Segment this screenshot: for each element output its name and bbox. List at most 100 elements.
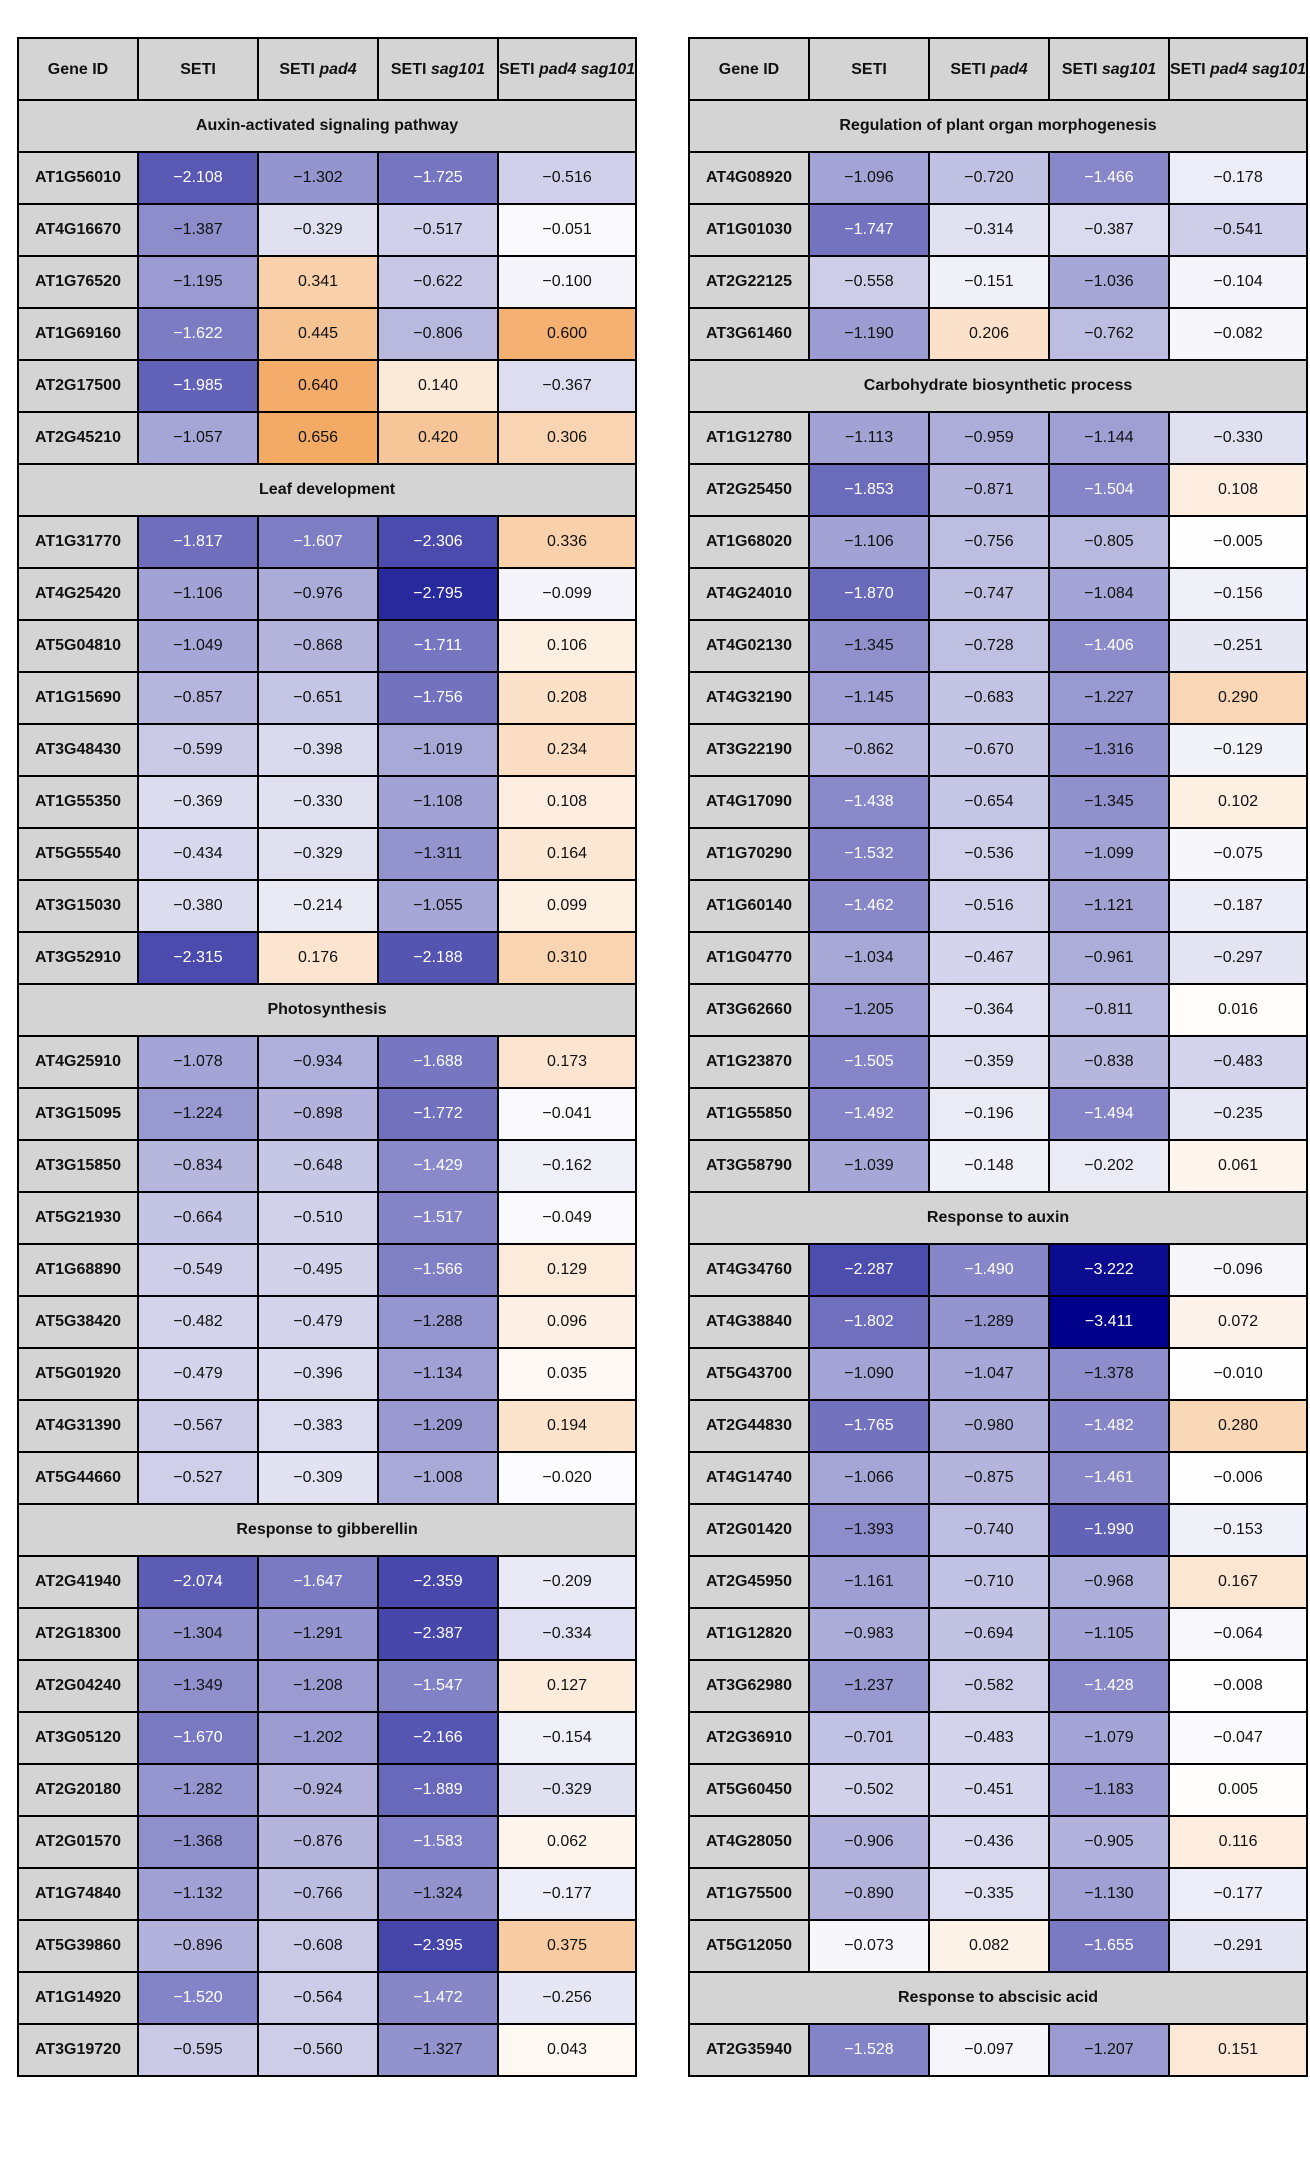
heatmap-cell: −0.720: [928, 151, 1050, 205]
table-row: AT3G15030 −0.380 −0.214 −1.055 0.099: [17, 879, 638, 933]
heatmap-cell: −1.078: [137, 1035, 259, 1089]
heatmap-cell: −1.378: [1048, 1347, 1170, 1401]
heatmap-cell: −1.208: [257, 1659, 379, 1713]
table-row: AT5G55540 −0.434 −0.329 −1.311 0.164: [17, 827, 638, 881]
heatmap-cell: −1.472: [377, 1971, 499, 2025]
table-row: AT2G44830 −1.765 −0.980 −1.482 0.280: [688, 1399, 1309, 1453]
table-row: AT1G74840 −1.132 −0.766 −1.324 −0.177: [17, 1867, 638, 1921]
heatmap-cell: −1.099: [1048, 827, 1170, 881]
gene-id-cell: AT1G31770: [17, 515, 139, 569]
column-header: SETI: [137, 37, 259, 101]
heatmap-cell: −0.582: [928, 1659, 1050, 1713]
heatmap-cell: 0.341: [257, 255, 379, 309]
gene-id-cell: AT2G41940: [17, 1555, 139, 1609]
heatmap-cell: −0.564: [257, 1971, 379, 2025]
gene-id-cell: AT1G01030: [688, 203, 810, 257]
heatmap-cell: 0.035: [496, 1347, 638, 1401]
heatmap-cell: −1.532: [808, 827, 930, 881]
heatmap-cell: −1.008: [377, 1451, 499, 1505]
heatmap-cell: −0.483: [1167, 1035, 1309, 1089]
heatmap-cell: 0.290: [1167, 671, 1309, 725]
heatmap-cell: −1.237: [808, 1659, 930, 1713]
heatmap-cell: −2.306: [377, 515, 499, 569]
heatmap-cell: −0.766: [257, 1867, 379, 1921]
table-row: AT1G68020 −1.106 −0.756 −0.805 −0.005: [688, 515, 1309, 569]
gene-id-cell: AT2G01420: [688, 1503, 810, 1557]
heatmap-cell: 0.420: [377, 411, 499, 465]
heatmap-cell: −0.049: [496, 1191, 638, 1245]
heatmap-cell: −0.595: [137, 2023, 259, 2077]
heatmap-cell: −0.364: [928, 983, 1050, 1037]
heatmap-cell: −0.153: [1167, 1503, 1309, 1557]
heatmap-cell: −1.202: [257, 1711, 379, 1765]
table-row: AT2G45950 −1.161 −0.710 −0.968 0.167: [688, 1555, 1309, 1609]
heatmap-cell: −0.517: [377, 203, 499, 257]
heatmap-cell: 0.151: [1167, 2023, 1309, 2077]
gene-id-cell: AT5G38420: [17, 1295, 139, 1349]
gene-id-cell: AT2G22125: [688, 255, 810, 309]
table-row: AT3G62980 −1.237 −0.582 −1.428 −0.008: [688, 1659, 1309, 1713]
heatmap-cell: −0.502: [808, 1763, 930, 1817]
heatmap-cell: −0.051: [496, 203, 638, 257]
heatmap-cell: 0.445: [257, 307, 379, 361]
heatmap-cell: −1.055: [377, 879, 499, 933]
heatmap-cell: −2.395: [377, 1919, 499, 1973]
gene-id-cell: AT5G55540: [17, 827, 139, 881]
heatmap-cell: −1.130: [1048, 1867, 1170, 1921]
heatmap-cell: −0.670: [928, 723, 1050, 777]
heatmap-cell: −0.291: [1167, 1919, 1309, 1973]
heatmap-cell: −1.105: [1048, 1607, 1170, 1661]
table-row: AT2G01420 −1.393 −0.740 −1.990 −0.153: [688, 1503, 1309, 1557]
gene-id-cell: AT5G44660: [17, 1451, 139, 1505]
table-row: AT1G23870 −1.505 −0.359 −0.838 −0.483: [688, 1035, 1309, 1089]
column-header-genotype: sag101: [1101, 60, 1157, 78]
heatmap-cell: −0.297: [1167, 931, 1309, 985]
gene-id-cell: AT4G02130: [688, 619, 810, 673]
heatmap-cell: −2.387: [377, 1607, 499, 1661]
table-row: AT2G35940 −1.528 −0.097 −1.207 0.151: [688, 2023, 1309, 2077]
heatmap-cell: −1.802: [808, 1295, 930, 1349]
heatmap-cell: −1.034: [808, 931, 930, 985]
heatmap-cell: −0.209: [496, 1555, 638, 1609]
gene-id-cell: AT3G05120: [17, 1711, 139, 1765]
heatmap-cell: −0.516: [928, 879, 1050, 933]
gene-id-cell: AT3G48430: [17, 723, 139, 777]
gene-id-cell: AT1G60140: [688, 879, 810, 933]
heatmap-cell: 0.173: [496, 1035, 638, 1089]
heatmap-cell: −1.195: [137, 255, 259, 309]
table-row: AT1G04770 −1.034 −0.467 −0.961 −0.297: [688, 931, 1309, 985]
heatmap-cell: 0.234: [496, 723, 638, 777]
heatmap-cell: −0.041: [496, 1087, 638, 1141]
heatmap-cell: −0.314: [928, 203, 1050, 257]
heatmap-cell: 0.164: [496, 827, 638, 881]
gene-id-cell: AT2G01570: [17, 1815, 139, 1869]
section-title: Regulation of plant organ morphogenesis: [687, 99, 1309, 153]
table-row: AT2G01570 −1.368 −0.876 −1.583 0.062: [17, 1815, 638, 1869]
heatmap-cell: 0.336: [496, 515, 638, 569]
table-row: AT5G39860 −0.896 −0.608 −2.395 0.375: [17, 1919, 638, 1973]
heatmap-cell: −1.461: [1048, 1451, 1170, 1505]
column-header-text: SETI: [851, 60, 887, 78]
table-row: AT2G41940 −2.074 −1.647 −2.359 −0.209: [17, 1555, 638, 1609]
heatmap-cell: −1.224: [137, 1087, 259, 1141]
gene-id-cell: AT3G19720: [17, 2023, 139, 2077]
table-row: AT2G36910 −0.701 −0.483 −1.079 −0.047: [688, 1711, 1309, 1765]
column-header-text: SETI: [1170, 60, 1206, 78]
heatmap-cell: −1.316: [1048, 723, 1170, 777]
table-row: AT1G01030 −1.747 −0.314 −0.387 −0.541: [688, 203, 1309, 257]
heatmap-cell: −1.647: [257, 1555, 379, 1609]
section-title: Response to abscisic acid: [687, 1971, 1309, 2025]
column-header: Gene ID: [17, 37, 139, 101]
heatmap-cell: −0.510: [257, 1191, 379, 1245]
column-header-text: SETI: [180, 60, 216, 78]
heatmap-cell: −1.324: [377, 1867, 499, 1921]
heatmap-cell: −0.701: [808, 1711, 930, 1765]
heatmap-cell: −1.207: [1048, 2023, 1170, 2077]
heatmap-cell: −0.387: [1048, 203, 1170, 257]
heatmap-cell: −0.434: [137, 827, 259, 881]
heatmap-cell: −1.209: [377, 1399, 499, 1453]
heatmap-cell: −0.968: [1048, 1555, 1170, 1609]
table-row: AT2G22125 −0.558 −0.151 −1.036 −0.104: [688, 255, 1309, 309]
heatmap-cell: −1.345: [1048, 775, 1170, 829]
heatmap-cell: −2.795: [377, 567, 499, 621]
